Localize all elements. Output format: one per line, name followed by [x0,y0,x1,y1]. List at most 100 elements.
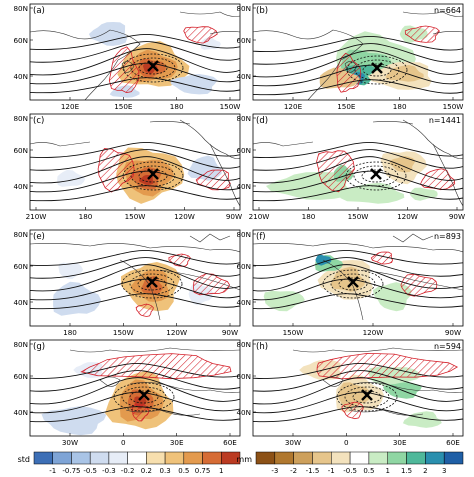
hatched-region [404,25,440,43]
shaded-anomaly [41,406,107,436]
hatched-region [193,273,231,296]
contour-solid [253,142,463,158]
contour-dashed [361,169,391,183]
sample-count: n=893 [434,232,461,241]
x-tick-label: 30E [170,438,184,447]
panel-c: (c) 80N 60N 40N 210W 180 150W 120W 90W [13,113,242,221]
x-tick-label: 60E [223,438,237,447]
panel-d: (d) n=1441 80N 60N 40N 210W 180 150W 120W 90W [236,113,465,221]
panel-h: (h) n=594 80N 60N 40N 30W 0 30E 60E [236,339,464,447]
contour-solid [30,48,240,76]
hatched-region [183,26,218,44]
sample-count: n=1441 [429,116,461,125]
contour-solid [30,62,240,85]
colorbar-tick-label: 1.5 [401,467,412,475]
shaded-anomaly [57,169,86,187]
panel-frame [252,339,464,437]
hatched-region [131,404,150,422]
target-x-marker [347,276,359,288]
shaded-anomaly [58,262,84,279]
x-tick-label: 150W [283,328,304,337]
sample-count: n=664 [434,6,461,15]
x-tick-label: 30E [393,438,407,447]
y-tick-label: 40N [13,72,28,81]
contour-dashed [345,161,407,191]
panel-frame [29,3,241,101]
target-x-marker [371,62,383,74]
x-tick-label: 90W [445,328,461,337]
colorbar-swatch [255,451,276,465]
contour-dashed [113,382,175,412]
contour-solid [253,363,463,379]
colorbar-swatch [443,451,464,465]
panel-b: (b) n=664 80N 60N 40N 120E 150E 180 150W [236,3,463,111]
colorbar-swatch [183,451,203,465]
colorbar-swatch [164,451,185,465]
colorbar-std: std -1 -0.75 -0.5 -0.3 -0.2 0.2 0.3 0.5 0.75 1 [18,451,241,475]
contour-solid [30,278,240,301]
target-x-marker [146,276,158,288]
hatched-region [195,169,231,191]
x-tick-label: 180 [393,102,407,111]
y-tick-label: 80N [13,230,28,239]
contour-lines [30,250,240,310]
contour-solid [30,149,240,171]
shaded-anomaly [263,290,305,312]
colorbar-tick-label: 0.75 [195,467,211,475]
contour-solid [253,50,463,78]
contour-solid [30,34,240,50]
colorbar-swatch [349,451,370,465]
colorbar-tick-label: 2 [423,467,427,475]
contour-dashed [346,55,408,85]
y-tick-label: 60N [236,36,251,45]
contour-solid [253,36,463,52]
x-tick-label: 120E [61,102,80,111]
x-tick-label: 150W [220,102,241,111]
shaded-anomaly [53,281,102,316]
colorbar-swatch [71,451,91,465]
colorbar-swatch [221,451,241,465]
target-x-marker [370,168,382,180]
x-tick-label: 210W [249,212,270,221]
y-tick-label: 60N [236,146,251,155]
colorbar-swatch [108,451,128,465]
x-tick-label: 30W [62,438,78,447]
colorbar-swatch [368,451,388,465]
y-tick-label: 60N [13,146,28,155]
hatched-region [341,401,364,420]
contour-solid [253,250,463,266]
contour-solid [253,377,463,405]
contour-lines [30,34,240,94]
contour-dashed [344,386,390,408]
colorbar-tick-label: -1.5 [306,467,320,475]
colorbar-swatch [202,451,222,465]
contour-solid [253,278,463,301]
panel-g: (g) 80N 60N 40N 30W 0 30E 60E [13,339,241,447]
colorbar-swatch [331,451,351,465]
shaded-anomaly [88,22,128,46]
y-tick-label: 60N [13,262,28,271]
contour-dashed [362,63,392,77]
contour-solid [253,64,463,87]
y-tick-label: 40N [236,408,251,417]
contour-lines [253,363,463,423]
contour-dashed [138,61,168,75]
panel-a: (a) 80N 60N 40N 120E 150E 180 150W [13,3,241,111]
contour-lines [30,142,240,202]
target-x-marker [147,168,159,180]
contour-dashed [330,273,376,295]
contour-solid [30,257,240,279]
contour-dashed [338,277,368,291]
x-tick-label: 150E [114,102,133,111]
x-tick-label: 180 [302,212,316,221]
contour-lines [30,363,240,423]
contour-solid [253,391,463,414]
x-tick-label: 120W [166,328,187,337]
contour-solid [253,170,463,193]
panel-label: (h) [256,342,268,352]
y-tick-label: 80N [236,340,251,349]
colorbar-tick-label: 3 [442,467,446,475]
y-tick-label: 40N [236,182,251,191]
y-tick-label: 80N [236,4,251,13]
